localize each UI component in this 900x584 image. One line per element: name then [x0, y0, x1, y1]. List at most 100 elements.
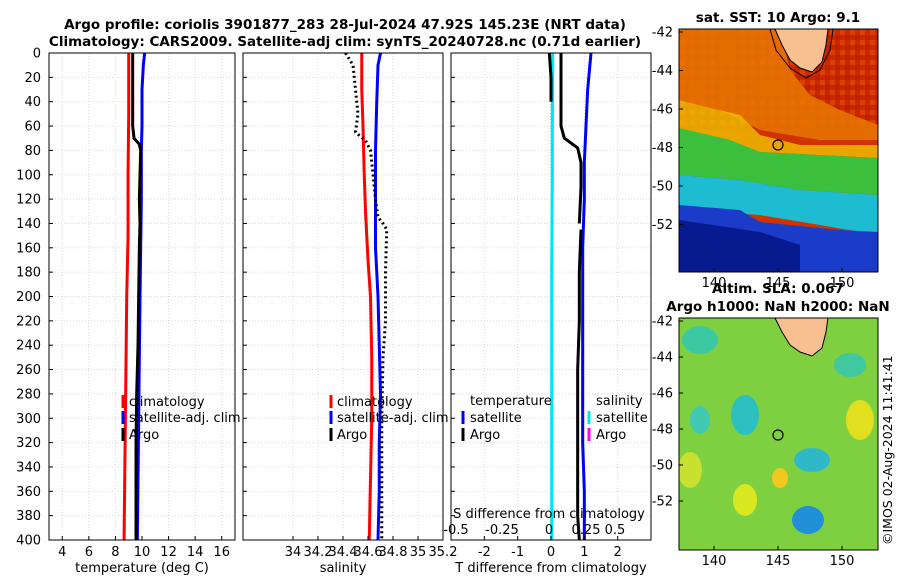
- y-tick-label: 300: [16, 412, 41, 427]
- x-tick-label: 1: [580, 545, 588, 560]
- argo-location-marker[interactable]: [772, 429, 784, 441]
- s-difference-axis-label: S difference from climatology: [453, 507, 645, 522]
- s-difference-ticks: -0.5 -0.25 0 0.25 0.5: [443, 523, 625, 538]
- map-y-tick-label: -50: [652, 180, 673, 195]
- legend-label-argo: Argo: [337, 428, 367, 443]
- x-tick-label: 10: [134, 545, 151, 560]
- title-line-1: Argo profile: coriolis 3901877_283 28-Ju…: [64, 17, 626, 33]
- sst-field-green: [679, 128, 878, 195]
- map-y-tick-label: -42: [652, 26, 673, 41]
- y-tick-label: 40: [24, 95, 41, 110]
- x-axis-label: temperature (deg C): [75, 561, 209, 576]
- series-line-argo: [344, 52, 389, 540]
- map-y-tick-label: -52: [652, 218, 673, 233]
- sla-blob: [792, 506, 824, 534]
- series-line-temperature-argo-deep: [576, 229, 583, 541]
- s-tick: 0.5: [605, 523, 626, 538]
- sla-blob: [731, 395, 759, 435]
- legend-label-climatology: climatology: [129, 395, 205, 410]
- temperature-panel: 4 6 8 10 12 14 16 temperature (deg C) 0 20 40 60 80 1…: [16, 47, 236, 576]
- x-axis-label: T difference from climatology: [454, 561, 647, 576]
- x-tick-label: 4: [58, 545, 66, 560]
- x-tick-label: 34.6: [354, 545, 383, 560]
- series-line-satellite-adj-clim: [374, 52, 382, 541]
- y-tick-label: 0: [33, 47, 41, 62]
- map-y-tick-label: -46: [652, 387, 673, 402]
- x-tick-label: 34.8: [379, 545, 408, 560]
- y-tick-label: 260: [16, 363, 41, 378]
- x-tick-label: -2: [478, 545, 491, 560]
- s-tick: -0.25: [485, 523, 519, 538]
- s-tick: 0.25: [572, 523, 601, 538]
- map-y-tick-label: -50: [652, 459, 673, 474]
- coastline: [769, 29, 834, 79]
- x-tick-label: 34.2: [304, 545, 333, 560]
- legend-label-argo: Argo: [129, 428, 159, 443]
- temperature-legend: climatology satellite-adj. clim Argo: [121, 395, 241, 443]
- map-x-tick-label: 150: [830, 276, 855, 291]
- sla-map-title-2: Argo h1000: NaN h2000: NaN: [666, 299, 889, 315]
- sst-map: [679, 29, 878, 272]
- sla-blob: [834, 353, 866, 377]
- y-tick-label: 120: [16, 193, 41, 208]
- map-x-tick-label: 150: [830, 554, 855, 569]
- sst-map-ticks: 140 145 150 -42 -44 -46 -48 -50 -52: [652, 26, 855, 292]
- sla-map-title-1: Altim. SLA: 0.067: [712, 281, 844, 297]
- imos-credit: ©IMOS 02-Aug-2024 11:41:41: [880, 355, 895, 545]
- salinity-panel: 34 34.234.434.634.8 35 35.2 salinity: [242, 52, 458, 576]
- sst-map-title: sat. SST: 10 Argo: 9.1: [696, 10, 860, 26]
- map-x-tick-label: 140: [702, 554, 727, 569]
- sst-field-cyan: [679, 175, 878, 235]
- legend-title-temperature: temperature: [470, 394, 552, 409]
- x-tick-label: 0: [547, 545, 555, 560]
- y-tick-label: 180: [16, 266, 41, 281]
- x-tick-label: -1: [511, 545, 524, 560]
- sla-blob: [682, 326, 718, 354]
- map-y-tick-label: -46: [652, 103, 673, 118]
- tasmania-land: [774, 318, 829, 357]
- map-y-tick-label: -44: [652, 64, 673, 79]
- sla-blob: [794, 448, 830, 472]
- x-tick-label: 6: [85, 545, 93, 560]
- x-tick-label: 34.4: [329, 545, 358, 560]
- s-tick: -0.5: [443, 523, 468, 538]
- tasmania-land: [774, 29, 829, 73]
- map-x-tick-label: 145: [766, 276, 791, 291]
- x-tick-label: 12: [160, 545, 177, 560]
- sst-field-yellow: [679, 100, 878, 158]
- x-tick-label: 35.2: [429, 545, 458, 560]
- series-line-climatology: [360, 53, 374, 541]
- x-tick-label: 35: [410, 545, 427, 560]
- y-tick-label: 380: [16, 509, 41, 524]
- y-tick-label: 280: [16, 387, 41, 402]
- x-tick-label: 8: [111, 545, 119, 560]
- argo-location-marker[interactable]: [772, 139, 784, 151]
- sla-blob: [733, 484, 757, 516]
- x-tick-label: 2: [614, 545, 622, 560]
- series-line-temperature-argo: [559, 53, 583, 224]
- s-tick: 0: [545, 523, 553, 538]
- legend-label-sal-argo: Argo: [596, 428, 626, 443]
- map-y-tick-label: -52: [652, 495, 673, 510]
- sla-blob: [846, 400, 874, 440]
- legend-label-temp-satellite: satellite: [470, 411, 522, 426]
- map-y-tick-label: -48: [652, 141, 673, 156]
- sst-field-deepblue: [679, 220, 800, 272]
- sla-blob: [679, 452, 702, 488]
- legend-label-sal-satellite: satellite: [596, 411, 648, 426]
- y-tick-label: 80: [24, 144, 41, 159]
- x-tick-label: 14: [187, 545, 204, 560]
- legend-title-salinity: salinity: [596, 394, 643, 409]
- y-tick-label: 60: [24, 120, 41, 135]
- series-line-climatology: [122, 53, 131, 541]
- y-tick-label: 220: [16, 314, 41, 329]
- difference-panel: -2 -1 0 1 2T difference from climatology: [450, 52, 652, 576]
- map-y-tick-label: -44: [652, 351, 673, 366]
- y-tick-label: 340: [16, 460, 41, 475]
- sla-blob: [690, 406, 710, 434]
- y-tick-label: 400: [16, 534, 41, 549]
- series-line-salinity-argo: [547, 52, 553, 102]
- y-tick-label: 240: [16, 339, 41, 354]
- y-tick-label: 160: [16, 241, 41, 256]
- series-line-temperature-satellite: [581, 52, 593, 540]
